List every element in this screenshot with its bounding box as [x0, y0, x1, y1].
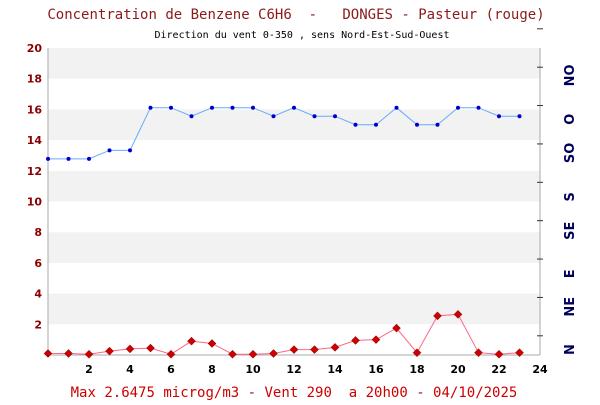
- grid-band: [48, 202, 540, 233]
- y-tick-label: 10: [27, 196, 43, 209]
- chart-subtitle: Direction du vent 0-350 , sens Nord-Est-…: [154, 30, 449, 41]
- data-point: [415, 123, 419, 127]
- data-point: [292, 106, 296, 110]
- data-point: [333, 114, 337, 118]
- grid-band: [48, 48, 540, 79]
- wind-direction-label: N: [563, 344, 578, 355]
- data-point: [46, 157, 50, 161]
- data-point: [190, 114, 194, 118]
- data-point: [272, 114, 276, 118]
- data-point: [374, 123, 378, 127]
- wind-direction-label: O: [563, 114, 578, 125]
- y-tick-label: 2: [34, 318, 42, 331]
- x-tick-label: 16: [368, 363, 384, 376]
- x-tick-label: 12: [286, 363, 301, 376]
- data-point: [108, 148, 112, 152]
- x-tick-label: 22: [491, 363, 506, 376]
- wind-direction-label: SE: [563, 222, 578, 240]
- x-tick-label: 4: [126, 363, 134, 376]
- grid-band: [48, 294, 540, 325]
- grid-band: [48, 263, 540, 294]
- x-tick-label: 14: [327, 363, 343, 376]
- wind-direction-labels: N NE E SE S SO O NO: [537, 29, 578, 355]
- data-point: [477, 106, 481, 110]
- grid-band: [48, 171, 540, 202]
- x-tick-labels: 24681012141618202224: [85, 363, 548, 376]
- data-point: [395, 106, 399, 110]
- data-point: [436, 123, 440, 127]
- x-tick-label: 8: [208, 363, 216, 376]
- data-point: [67, 157, 71, 161]
- data-point: [169, 106, 173, 110]
- y-tick-label: 14: [27, 134, 43, 147]
- data-point: [354, 123, 358, 127]
- x-tick-label: 18: [409, 363, 424, 376]
- grid-band: [48, 232, 540, 263]
- y-tick-labels: 2 4 6 8 10 12 14 16 18 20: [27, 42, 43, 331]
- y-tick-label: 18: [27, 73, 42, 86]
- data-point: [231, 106, 235, 110]
- data-point: [313, 114, 317, 118]
- grid-band: [48, 79, 540, 110]
- y-tick-label: 4: [34, 288, 42, 301]
- wind-direction-label: SO: [563, 143, 578, 163]
- x-tick-label: 2: [85, 363, 93, 376]
- y-tick-label: 20: [27, 42, 43, 55]
- grid-band: [48, 140, 540, 171]
- x-tick-label: 6: [167, 363, 175, 376]
- wind-direction-label: NE: [563, 297, 578, 317]
- x-tick-label: 20: [450, 363, 466, 376]
- data-point: [456, 106, 460, 110]
- chart-title: Concentration de Benzene C6H6 - DONGES -…: [47, 7, 544, 23]
- data-point: [128, 148, 132, 152]
- data-point: [518, 114, 522, 118]
- grid-band: [48, 109, 540, 140]
- data-point: [87, 157, 91, 161]
- y-tick-label: 6: [34, 257, 42, 270]
- data-point: [497, 114, 501, 118]
- y-tick-label: 8: [34, 226, 42, 239]
- grid-bands: [48, 48, 540, 355]
- wind-direction-label: E: [563, 269, 578, 278]
- data-point: [210, 106, 214, 110]
- y-tick-label: 16: [27, 103, 43, 116]
- wind-direction-label: NO: [563, 64, 578, 86]
- x-tick-label: 10: [245, 363, 261, 376]
- data-point: [251, 106, 255, 110]
- data-point: [149, 106, 153, 110]
- x-tick-label: 24: [532, 363, 548, 376]
- chart-footer: Max 2.6475 microg/m3 - Vent 290 a 20h00 …: [71, 385, 518, 400]
- y-tick-label: 12: [27, 165, 42, 178]
- wind-direction-label: S: [563, 192, 578, 201]
